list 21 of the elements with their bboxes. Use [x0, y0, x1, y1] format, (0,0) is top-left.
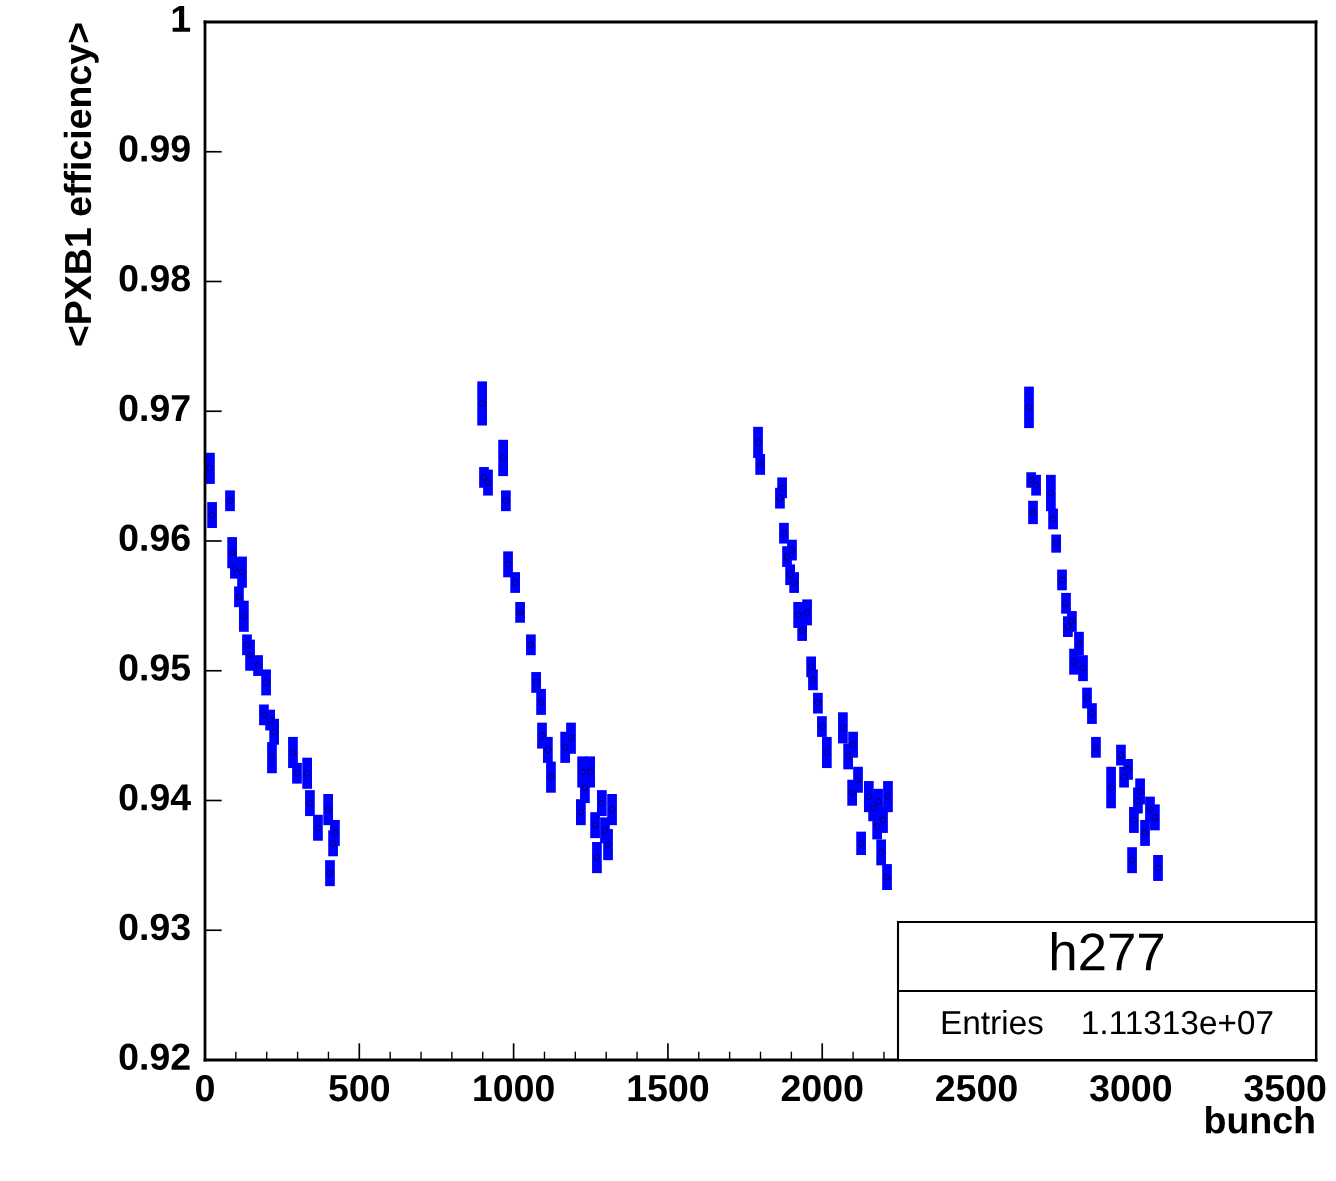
x-tick-label: 1000	[474, 1074, 554, 1102]
x-tick-label: 500	[329, 1074, 390, 1102]
x-axis-title: bunch	[1206, 1106, 1314, 1134]
annotation: h277	[1051, 931, 1164, 971]
y-tick-label: 1	[172, 5, 191, 32]
y-tick-label: 0.93	[119, 913, 190, 941]
x-tick-label: 1500	[628, 1074, 709, 1102]
x-tick-label: 0	[196, 1074, 214, 1102]
x-tick-label: 3000	[1089, 1074, 1172, 1102]
x-tick-label: 2500	[936, 1074, 1017, 1102]
y-axis-title: <PXB1 efficiency>	[63, 23, 99, 346]
y-tick-label: 0.95	[119, 654, 191, 681]
x-tick-label: 3500	[1244, 1074, 1326, 1102]
x-tick-label: 2000	[781, 1074, 863, 1102]
y-tick-label: 0.99	[119, 135, 190, 162]
annotation: Entries 1.11313e+07	[942, 1009, 1273, 1035]
y-tick-label: 0.92	[119, 1043, 190, 1071]
y-tick-label: 0.94	[119, 784, 191, 811]
y-tick-label: 0.98	[119, 265, 190, 292]
y-tick-label: 0.97	[119, 394, 190, 422]
y-tick-label: 0.96	[119, 524, 190, 552]
